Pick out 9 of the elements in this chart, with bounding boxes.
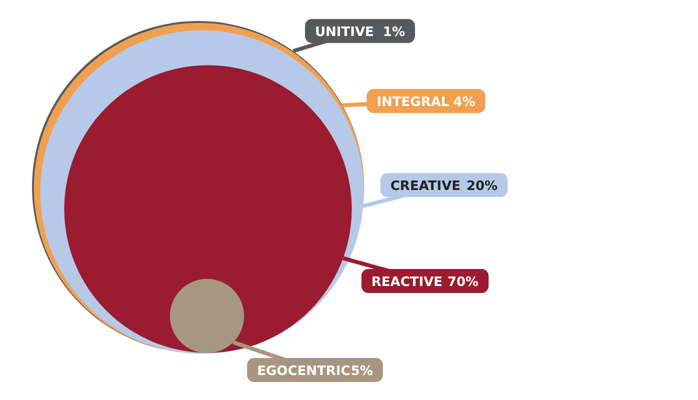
data-label: 20% [466, 179, 498, 194]
category-label: CREATIVE [390, 179, 461, 194]
data-label: 4% [453, 95, 476, 110]
data-label: 70% [447, 275, 479, 290]
category-label: REACTIVE [371, 275, 443, 290]
data-label: 5% [350, 364, 373, 379]
data-label: 1% [382, 25, 405, 40]
category-label: UNITIVE [315, 25, 374, 40]
category-label: EGOCENTRIC [257, 364, 350, 379]
